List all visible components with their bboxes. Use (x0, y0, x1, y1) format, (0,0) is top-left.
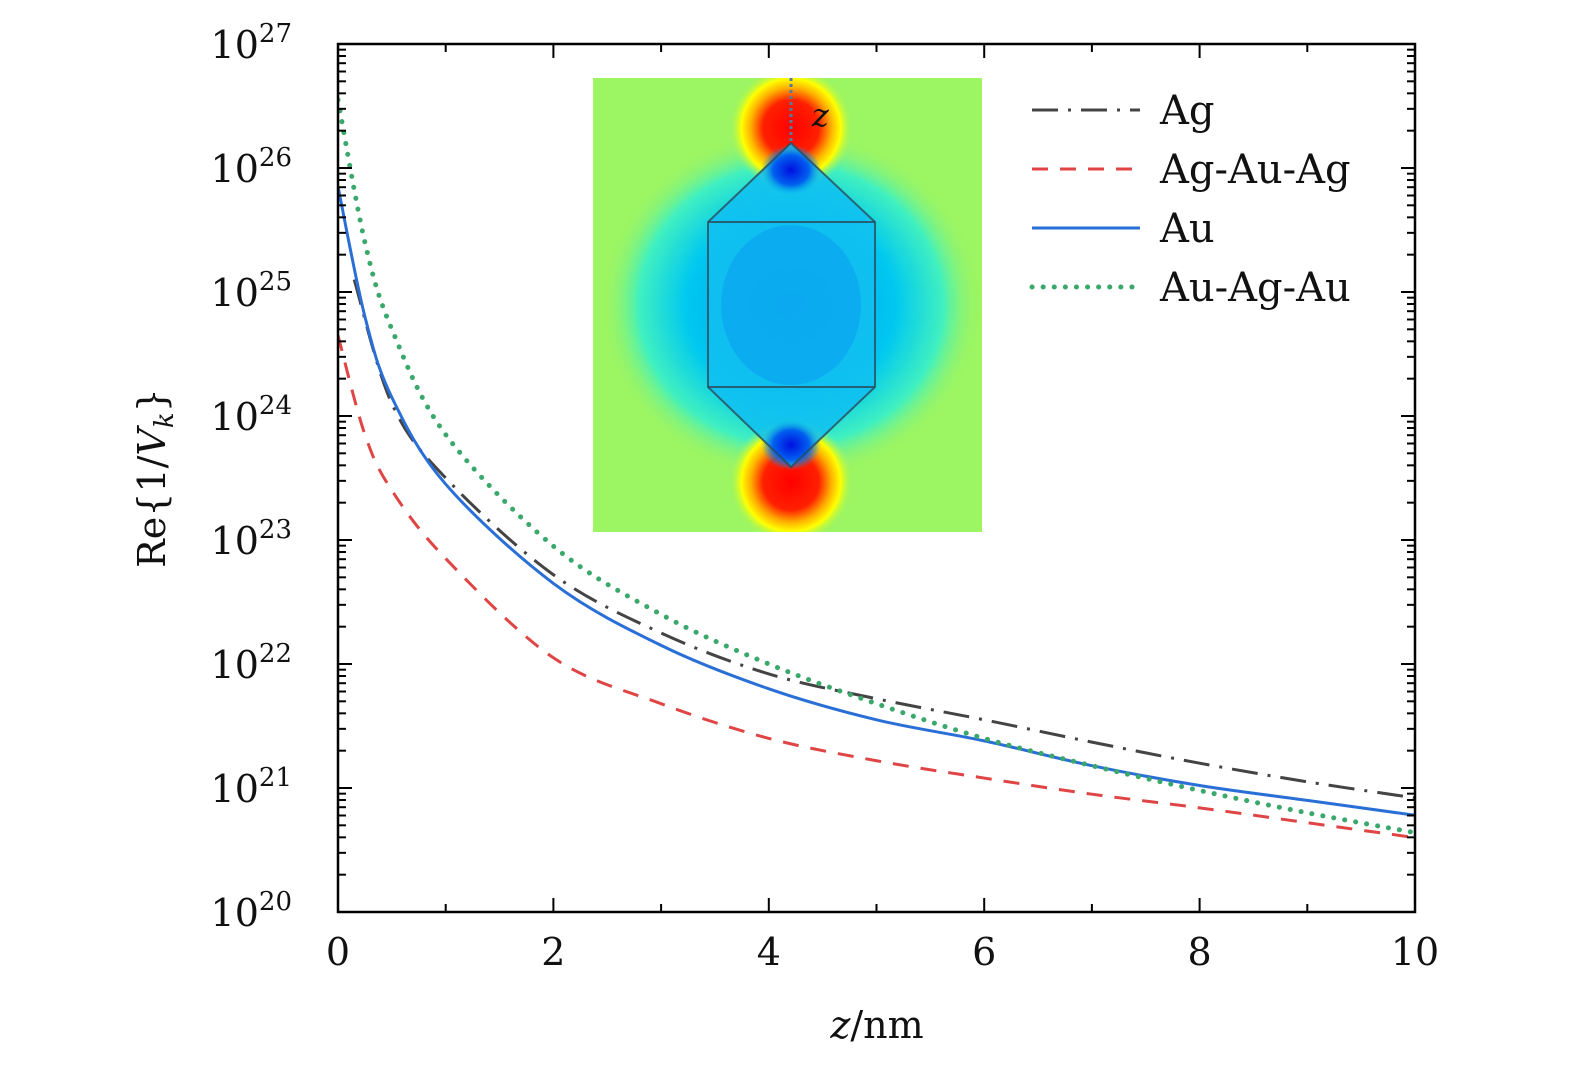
y-tick-label: 1026 (211, 143, 292, 191)
y-tick-label: 1024 (211, 391, 292, 439)
x-axis-label: z/nm (829, 1003, 923, 1047)
y-tick-label: 1023 (211, 515, 292, 563)
series-line-ag-au-ag (338, 335, 1415, 840)
inset-z-label: z (811, 96, 830, 134)
legend-label: Ag-Au-Ag (1159, 147, 1351, 193)
legend-label: Au-Ag-Au (1159, 265, 1351, 311)
legend: Ag Ag-Au-Ag Au Au-Ag-Au (1029, 88, 1351, 311)
x-tick-label: 4 (757, 930, 781, 974)
y-axis-label: Re{1/Vk} (130, 388, 180, 568)
x-tick-label: 0 (326, 930, 350, 974)
y-tick-label: 1025 (211, 267, 292, 315)
x-tick-label: 8 (1188, 930, 1212, 974)
plot-frame (336, 42, 1417, 914)
x-tick-label: 6 (972, 930, 996, 974)
y-tick-label: 1027 (211, 19, 292, 67)
y-tick-label: 1022 (211, 639, 292, 687)
y-tick-label: 1021 (211, 763, 292, 811)
legend-label: Ag (1159, 88, 1215, 134)
inset-field-map (593, 78, 982, 532)
y-tick-label: 1020 (211, 887, 292, 935)
series-line-au (338, 186, 1415, 817)
series-line-au-ag-au (338, 97, 1415, 836)
x-tick-label: 10 (1391, 930, 1439, 974)
legend-label: Au (1159, 206, 1215, 252)
x-tick-label: 2 (541, 930, 565, 974)
series-line-ag (352, 279, 1415, 800)
